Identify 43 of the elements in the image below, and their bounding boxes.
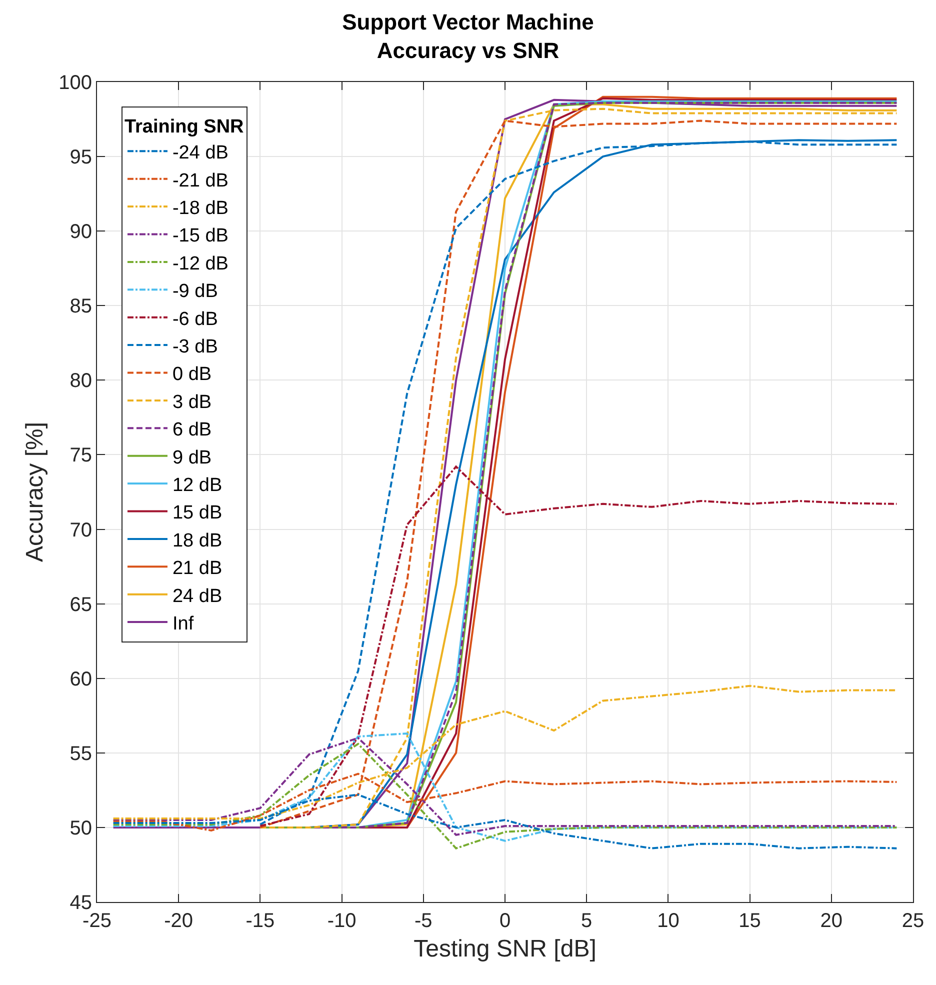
legend-label: 21 dB	[172, 558, 222, 580]
legend-label: 18 dB	[172, 530, 222, 552]
y-tick-label: 50	[70, 817, 92, 840]
y-tick-label: 55	[70, 742, 92, 765]
y-tick-label: 75	[70, 444, 92, 467]
legend-label: 3 dB	[172, 392, 212, 413]
legend-label: 9 dB	[172, 447, 212, 468]
legend-title: Training SNR	[124, 116, 244, 138]
legend-label: 15 dB	[172, 502, 222, 524]
legend-label: -24 dB	[172, 142, 228, 164]
x-axis-title: Testing SNR [dB]	[414, 935, 596, 962]
x-tick-label: 20	[820, 910, 843, 932]
y-tick-label: 90	[70, 221, 92, 244]
legend-label: 6 dB	[172, 420, 212, 441]
x-tick-label: 0	[499, 910, 511, 932]
x-tick-label: -10	[327, 910, 356, 932]
x-tick-label: 5	[581, 910, 592, 932]
x-tick-label: 25	[902, 910, 924, 932]
y-tick-label: 100	[58, 72, 92, 94]
legend-label: -12 dB	[172, 253, 228, 274]
y-tick-label: 65	[70, 594, 92, 616]
legend-label: 12 dB	[172, 474, 222, 496]
y-tick-label: 85	[70, 296, 92, 318]
y-tick-label: 80	[70, 370, 92, 392]
legend-label: Inf	[172, 613, 194, 634]
y-tick-label: 60	[70, 668, 92, 690]
x-tick-label: 15	[738, 910, 761, 932]
y-axis-title: Accuracy [%]	[22, 422, 49, 562]
x-tick-label: 10	[657, 910, 680, 932]
y-tick-label: 70	[70, 519, 92, 542]
legend-label: 24 dB	[172, 586, 222, 607]
chart-title: Support Vector Machine Accuracy vs SNR	[342, 10, 594, 64]
legend-label: -3 dB	[172, 336, 218, 358]
legend-label: 0 dB	[172, 364, 212, 386]
legend-label: -18 dB	[172, 198, 228, 219]
x-tick-label: -15	[246, 910, 275, 932]
x-tick-label: -20	[164, 910, 194, 932]
legend-label: -21 dB	[172, 170, 228, 192]
legend-label: -9 dB	[172, 281, 218, 302]
legend-label: -15 dB	[172, 226, 228, 247]
legend-label: -6 dB	[172, 308, 218, 330]
x-tick-label: -5	[414, 910, 432, 932]
y-tick-label: 95	[70, 146, 92, 169]
